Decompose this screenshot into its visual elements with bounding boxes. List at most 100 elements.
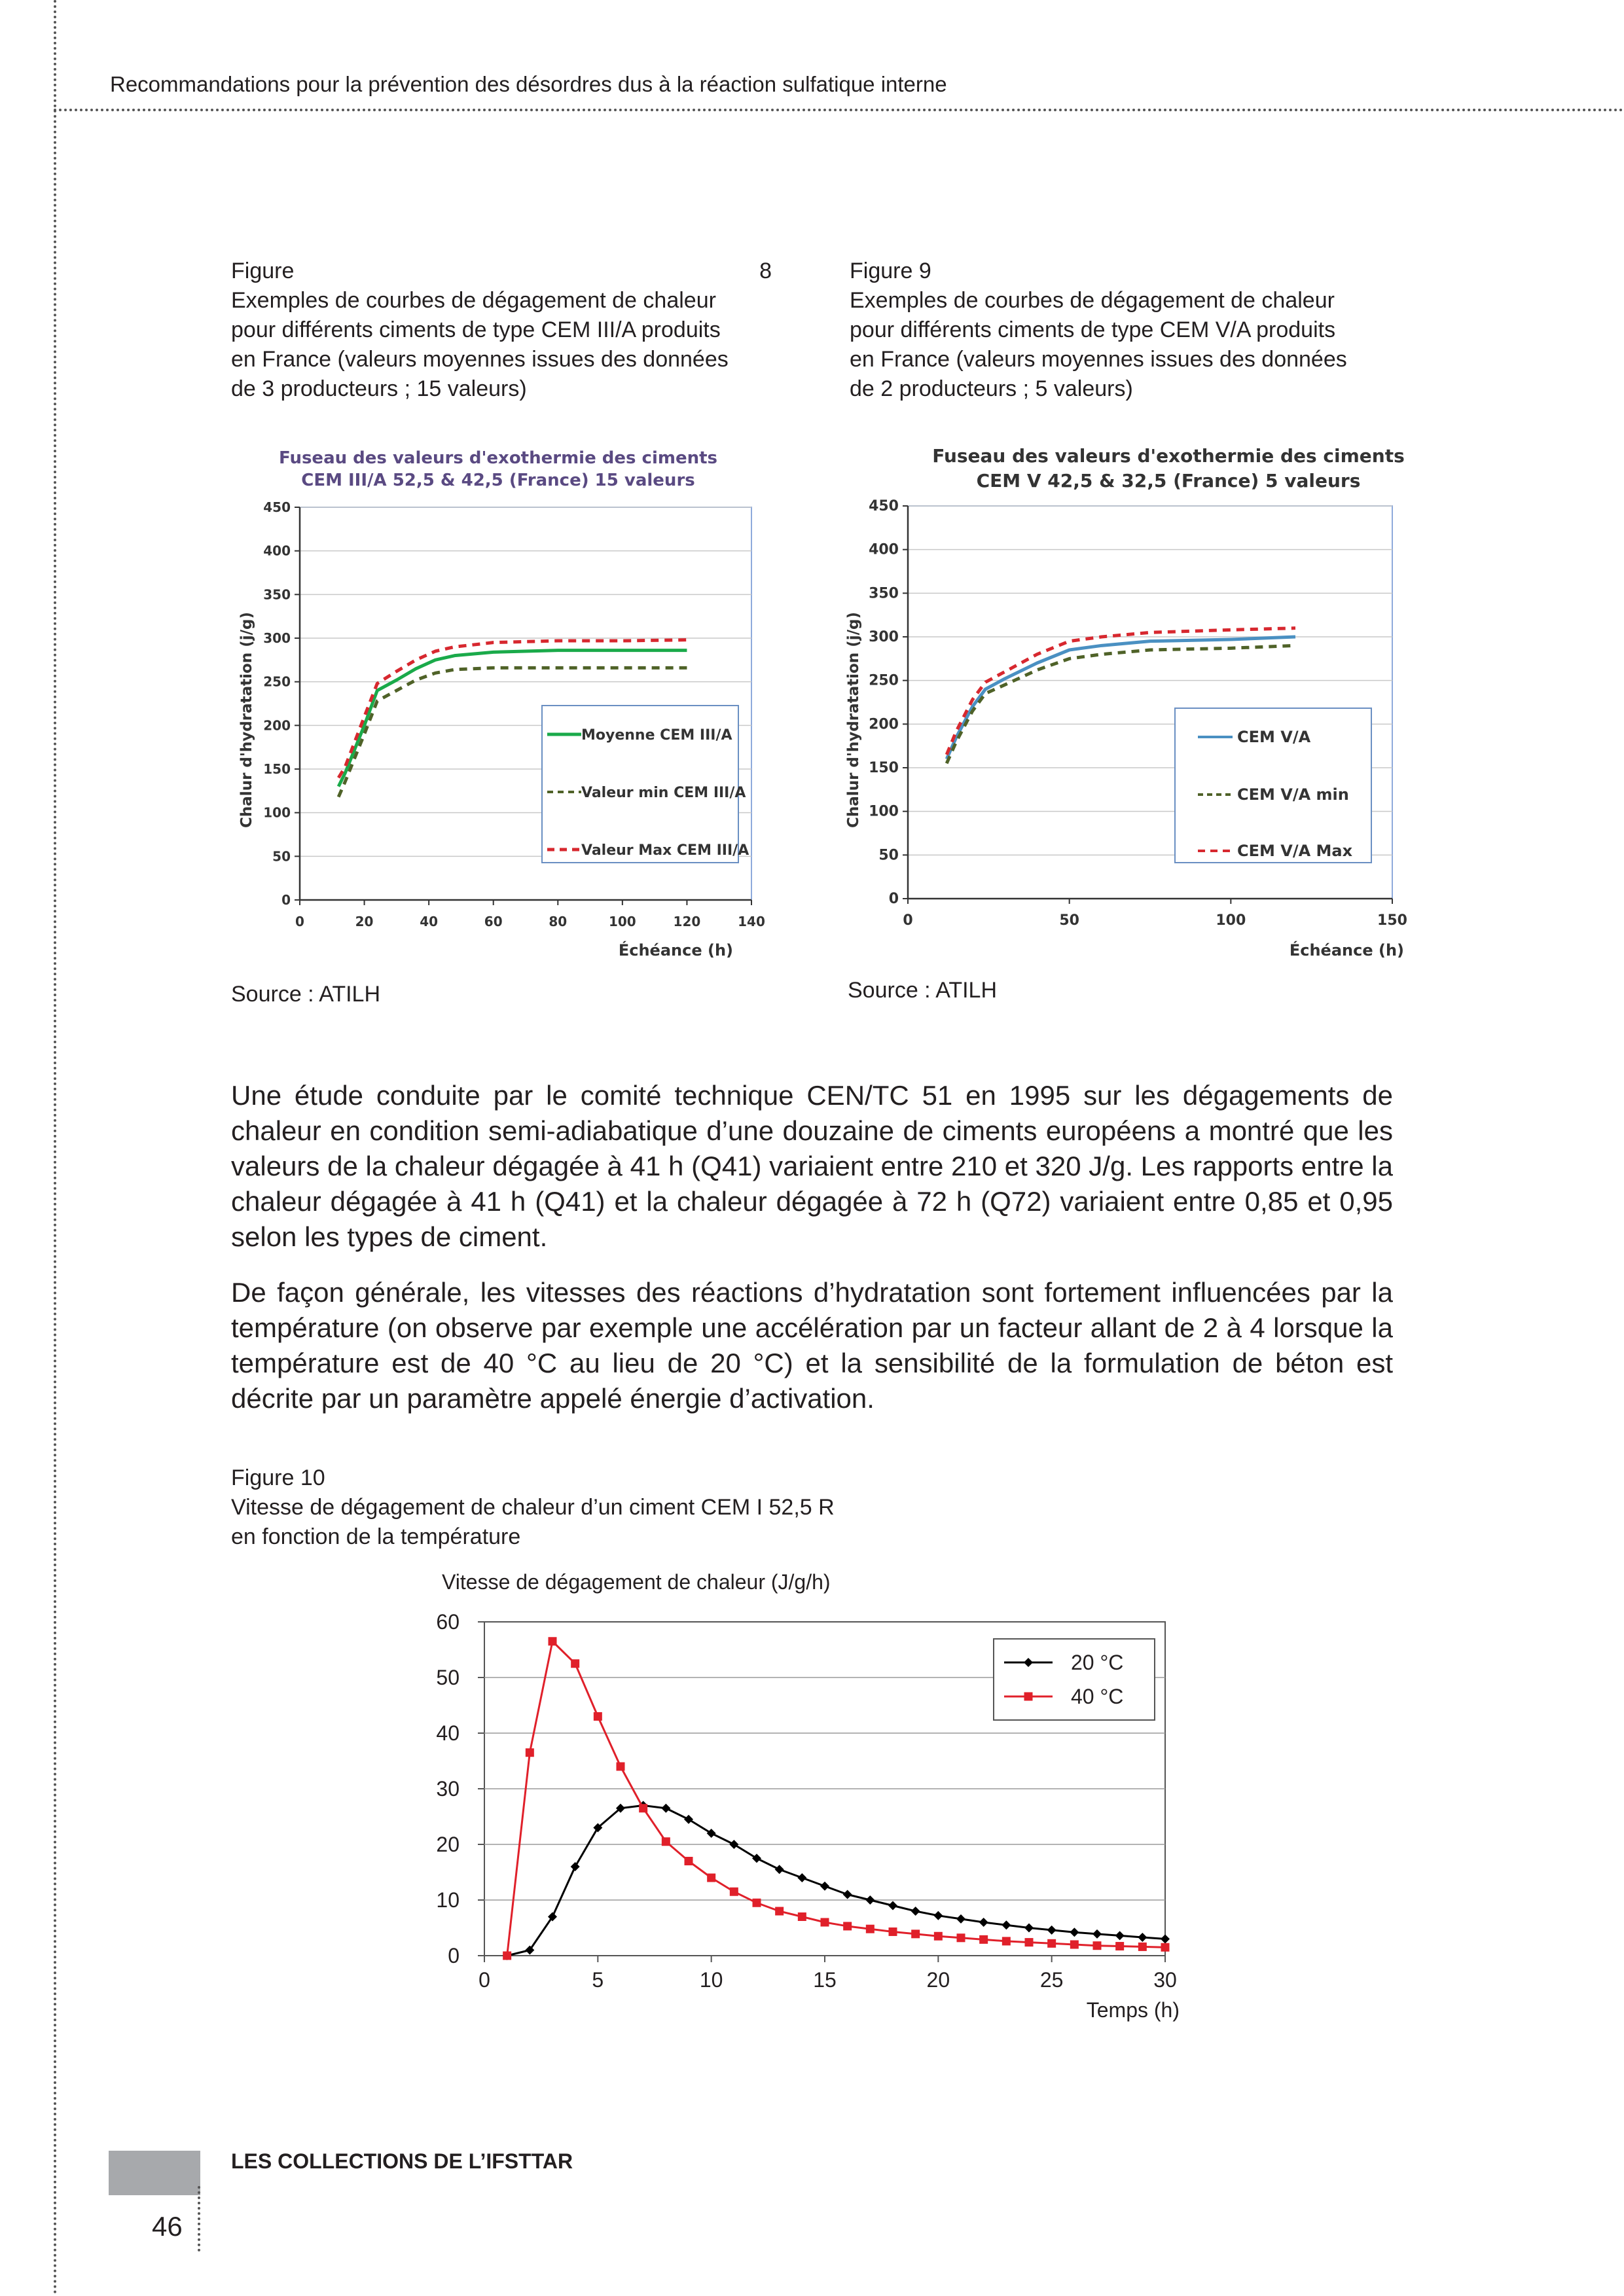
data-point [661, 1837, 670, 1846]
data-point [1024, 1938, 1034, 1947]
data-point [752, 1898, 761, 1907]
y-tick-label: 350 [869, 585, 899, 601]
series-line [945, 635, 1296, 760]
y-tick-label: 0 [281, 892, 291, 908]
data-point [933, 1910, 943, 1920]
figure-8-number: 8 [759, 259, 772, 283]
data-point [1138, 1932, 1147, 1942]
figure-9-caption-line: Exemples de courbes de dégagement de cha… [850, 288, 1335, 313]
x-tick-label: 140 [738, 914, 765, 929]
data-point [911, 1907, 920, 1916]
data-point [1001, 1920, 1011, 1930]
figure-9-chart: Fuseau des valeurs d'exothermie des cime… [841, 439, 1417, 970]
chart-x-axis-label: Échéance (h) [619, 941, 733, 960]
x-tick-label: 0 [295, 914, 304, 929]
data-point [548, 1637, 557, 1646]
chart-title-line: CEM V 42,5 & 32,5 (France) 5 valeurs [977, 470, 1361, 492]
series-line [337, 638, 687, 779]
data-point [525, 1748, 534, 1757]
data-point [729, 1840, 739, 1849]
figure-8-source: Source : ATILH [231, 982, 381, 1007]
data-point [571, 1659, 580, 1668]
data-point [775, 1907, 784, 1916]
chart-legend: CEM V/A CEM V/A min CEM V/A Max [1174, 708, 1372, 863]
figure-9-caption-line: en France (valeurs moyennes issues des d… [850, 347, 1347, 372]
data-point [1070, 1928, 1079, 1937]
data-point [1161, 1943, 1170, 1952]
x-tick-label: 100 [1216, 912, 1246, 929]
figure-9-source: Source : ATILH [848, 978, 998, 1003]
data-point [1024, 1658, 1033, 1667]
figure-10-chart: Vitesse de dégagement de chaleur (J/g/h)… [436, 1570, 1180, 2022]
y-tick-label: 150 [869, 760, 899, 776]
y-tick-label: 50 [272, 848, 291, 864]
series-line [336, 649, 687, 787]
y-tick-label: 50 [878, 847, 899, 863]
figure-8-caption-line: pour différents ciments de type CEM III/… [231, 317, 721, 342]
y-tick-label: 200 [869, 716, 899, 732]
data-point [684, 1857, 693, 1865]
data-point [1161, 1934, 1170, 1944]
data-point [1070, 1940, 1079, 1949]
y-tick-label: 100 [869, 804, 899, 820]
legend-entry: Moyenne CEM III/A [581, 727, 732, 744]
y-tick-label: 250 [263, 674, 291, 690]
data-point [979, 1918, 988, 1927]
y-tick-label: 350 [263, 586, 291, 602]
figure-8-caption: Figure 8 Exemples de courbes de dégageme… [231, 257, 772, 404]
figure-10-caption-line: en fonction de la température [231, 1524, 521, 1549]
x-tick-label: 50 [1059, 912, 1079, 929]
y-tick-label: 40 [436, 1721, 460, 1745]
data-point [842, 1890, 852, 1899]
data-point [706, 1829, 716, 1838]
data-point [1001, 1937, 1011, 1946]
data-point [661, 1803, 671, 1813]
header-dotted-line [54, 109, 1624, 111]
x-tick-label: 80 [549, 914, 567, 929]
footer-bar [109, 2151, 200, 2195]
chart-x-axis-label: Temps (h) [1087, 1998, 1180, 2022]
data-point [774, 1865, 784, 1874]
data-point [865, 1924, 875, 1933]
chart-title-line: Fuseau des valeurs d'exothermie des cime… [932, 445, 1405, 467]
chart-legend: Moyenne CEM III/A Valeur min CEM III/A V… [541, 705, 749, 863]
x-tick-label: 25 [1040, 1968, 1064, 1992]
y-tick-label: 60 [436, 1610, 460, 1634]
series-line [945, 626, 1296, 755]
legend-entry: Valeur Max CEM III/A [581, 842, 749, 859]
data-point [1024, 1923, 1034, 1933]
y-tick-label: 20 [436, 1833, 460, 1856]
y-tick-label: 300 [263, 630, 291, 646]
y-tick-label: 400 [263, 543, 291, 559]
legend-entry: 40 °C [1071, 1685, 1123, 1708]
footer-collection: LES COLLECTIONS DE L’IFSTTAR [231, 2149, 573, 2173]
data-point [1115, 1942, 1125, 1951]
data-point [525, 1945, 535, 1955]
figure-10-caption: Figure 10 Vitesse de dégagement de chale… [231, 1463, 835, 1552]
x-tick-label: 30 [1153, 1968, 1177, 1992]
figure-8-chart: Fuseau des valeurs d'exothermie des cime… [234, 439, 779, 970]
data-point [616, 1762, 625, 1771]
figure-10-caption-line: Figure 10 [231, 1465, 325, 1490]
data-point [911, 1929, 920, 1939]
y-tick-label: 30 [436, 1777, 460, 1801]
figure-8-caption-line: de 3 producteurs ; 15 valeurs) [231, 376, 527, 401]
series-line [945, 643, 1296, 764]
figure-9-label: Figure 9 [850, 259, 931, 283]
data-point [616, 1803, 625, 1813]
x-tick-label: 5 [592, 1968, 604, 1992]
chart-y-axis-label: Vitesse de dégagement de chaleur (J/g/h) [442, 1570, 831, 1594]
figure-8-caption-line: en France (valeurs moyennes issues des d… [231, 347, 729, 372]
chart-title-line: Fuseau des valeurs d'exothermie des cime… [279, 448, 717, 468]
data-point [1047, 1925, 1056, 1935]
y-tick-label: 450 [869, 498, 899, 514]
data-point [1115, 1931, 1125, 1941]
series-line [336, 666, 687, 798]
x-tick-label: 100 [609, 914, 636, 929]
legend-entry: CEM V/A [1237, 728, 1311, 746]
x-tick-label: 0 [903, 912, 912, 929]
data-point [593, 1712, 602, 1721]
chart-y-axis-label: Chalur d'hydratation (j/g) [845, 612, 862, 828]
data-point [956, 1933, 965, 1943]
data-point [1024, 1692, 1033, 1701]
